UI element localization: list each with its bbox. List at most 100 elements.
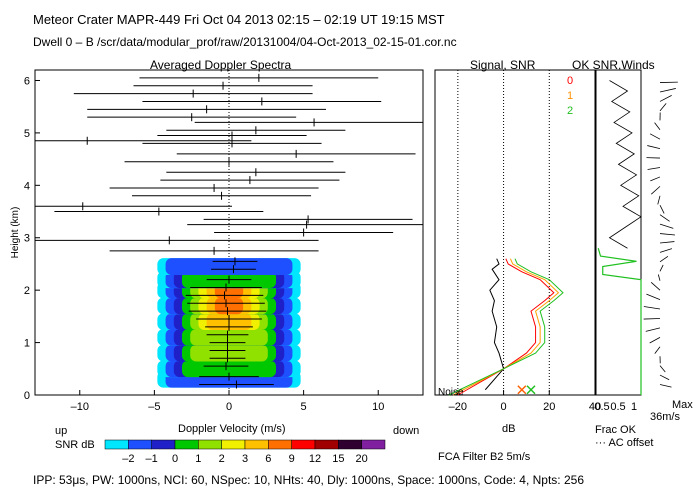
snr-band (190, 344, 268, 362)
wind-arrow (647, 167, 661, 170)
y-tick-label: 2 (24, 285, 30, 297)
signal-series-line (484, 258, 505, 391)
frac-ok-line (597, 248, 642, 395)
y-tick-label: 0 (24, 390, 30, 402)
colorbar-tick-label: 6 (265, 453, 271, 465)
ok-winds-title: OK SNR,Winds (572, 58, 655, 72)
signal-x-tick-label: 40 (589, 401, 601, 413)
wind-arrow (659, 205, 665, 214)
colorbar-tick-label: 9 (289, 453, 295, 465)
snr-band (181, 360, 277, 378)
wind-arrow (659, 103, 667, 112)
max-value: 36m/s (650, 411, 680, 423)
x-tick-label: –5 (148, 401, 160, 413)
wind-arrow (651, 186, 661, 195)
doppler-panel: –10 –5 0 5 10 0 1 2 3 4 5 6 Height (km) (10, 69, 424, 413)
up-label: up (55, 425, 68, 437)
wind-arrow (659, 264, 664, 272)
signal-x-tick-label: –20 (449, 401, 467, 413)
ok-legend-entry: 2 (567, 105, 573, 117)
colorbar-tick-label: 15 (332, 453, 344, 465)
colorbar-swatch (221, 439, 246, 450)
wind-arrow (645, 327, 661, 332)
doppler-xlabel: Doppler Velocity (m/s) (178, 423, 286, 435)
wind-arrow (659, 241, 675, 244)
filter-label: FCA Filter B2 5m/s (438, 451, 531, 463)
colorbar-tick-label: 3 (242, 453, 248, 465)
colorbar-swatch (151, 439, 176, 450)
wind-arrow (659, 214, 670, 222)
ok-legend-entry: 0 (567, 75, 573, 87)
snr-band (190, 328, 268, 346)
y-axis-label: Height (km) (10, 207, 21, 259)
wind-arrow (657, 195, 661, 205)
signal-series-line (448, 258, 564, 396)
wind-arrow (659, 233, 676, 236)
x-tick-label: –10 (71, 401, 89, 413)
ac-offset-line (608, 80, 642, 249)
doppler-title: Averaged Doppler Spectra (150, 58, 292, 72)
colorbar-swatch (174, 439, 199, 450)
y-tick-label: 1 (24, 338, 30, 350)
x-tick-label: 0 (226, 401, 232, 413)
wind-arrow (659, 365, 666, 373)
wind-arrow (650, 176, 661, 182)
signal-frame (434, 69, 596, 396)
colorbar-tick-label: 0 (172, 453, 178, 465)
signal-x-tick-label: 20 (543, 401, 555, 413)
params-line: IPP: 53μs, PW: 1000ns, NCI: 60, NSpec: 1… (33, 473, 584, 487)
colorbar-tick-label: 1 (195, 453, 201, 465)
wind-arrow (659, 248, 673, 253)
wind-arrow (650, 282, 661, 291)
colorbar-tick-label: –1 (146, 453, 158, 465)
ok-x-tick-label: 0.5 (594, 401, 609, 413)
snr-colorbar: –2 –1 0 1 2 3 6 9 12 15 20 (104, 439, 386, 465)
colorbar-swatch (104, 439, 129, 450)
signal-panel: –20 0 20 40 (434, 69, 601, 413)
noise-label: Noise (438, 387, 464, 398)
colorbar-tick-label: –2 (122, 453, 134, 465)
signal-series-line (453, 258, 560, 396)
wind-arrow (659, 95, 672, 102)
snr-db-label: SNR dB (55, 439, 95, 451)
header-title: Meteor Crater MAPR-449 Fri Oct 04 2013 0… (33, 12, 445, 27)
y-tick-label: 3 (24, 233, 30, 245)
frac-ok-label: Frac OK (595, 424, 636, 436)
snr-band (214, 297, 244, 315)
colorbar-swatch (268, 439, 292, 450)
y-tick-label: 4 (24, 180, 30, 192)
ok-x-tick-label: 1 (631, 401, 637, 413)
ok-frame (595, 69, 642, 396)
signal-series-line (457, 258, 555, 396)
y-tick-label: 5 (24, 128, 30, 140)
header-dwell: Dwell 0 – B /scr/data/modular_prof/raw/2… (33, 35, 457, 49)
wind-arrow (659, 255, 669, 263)
signal-title: Signal, SNR (470, 58, 536, 72)
x-tick-label: 5 (301, 401, 307, 413)
wind-arrow (659, 223, 674, 229)
colorbar-swatch (314, 439, 339, 450)
wind-arrow (654, 122, 661, 131)
snr-band (165, 258, 293, 275)
wind-arrow (657, 274, 661, 281)
colorbar-tick-label: 2 (219, 453, 225, 465)
y-tick-label: 6 (24, 75, 30, 87)
wind-arrow (659, 374, 670, 381)
noise-marker (526, 385, 536, 395)
signal-x-tick-label: 0 (501, 401, 507, 413)
signal-xlabel: dB (502, 423, 516, 435)
colorbar-tick-label: 12 (309, 453, 321, 465)
colorbar-swatch (244, 439, 269, 450)
wind-arrow (646, 293, 661, 300)
colorbar-tick-label: 20 (356, 453, 368, 465)
ac-offset-label: ··· AC offset (595, 437, 654, 449)
ok-snr-winds-panel: 0 1 2 0.5 0.5 1 (567, 69, 678, 413)
max-label: Max (672, 399, 693, 411)
down-label: down (393, 425, 420, 437)
colorbar-swatch (291, 439, 316, 450)
colorbar-swatch (198, 439, 222, 450)
colorbar-swatch (361, 439, 386, 450)
wind-arrow (649, 336, 661, 344)
ok-x-tick-label: 0.5 (610, 401, 625, 413)
